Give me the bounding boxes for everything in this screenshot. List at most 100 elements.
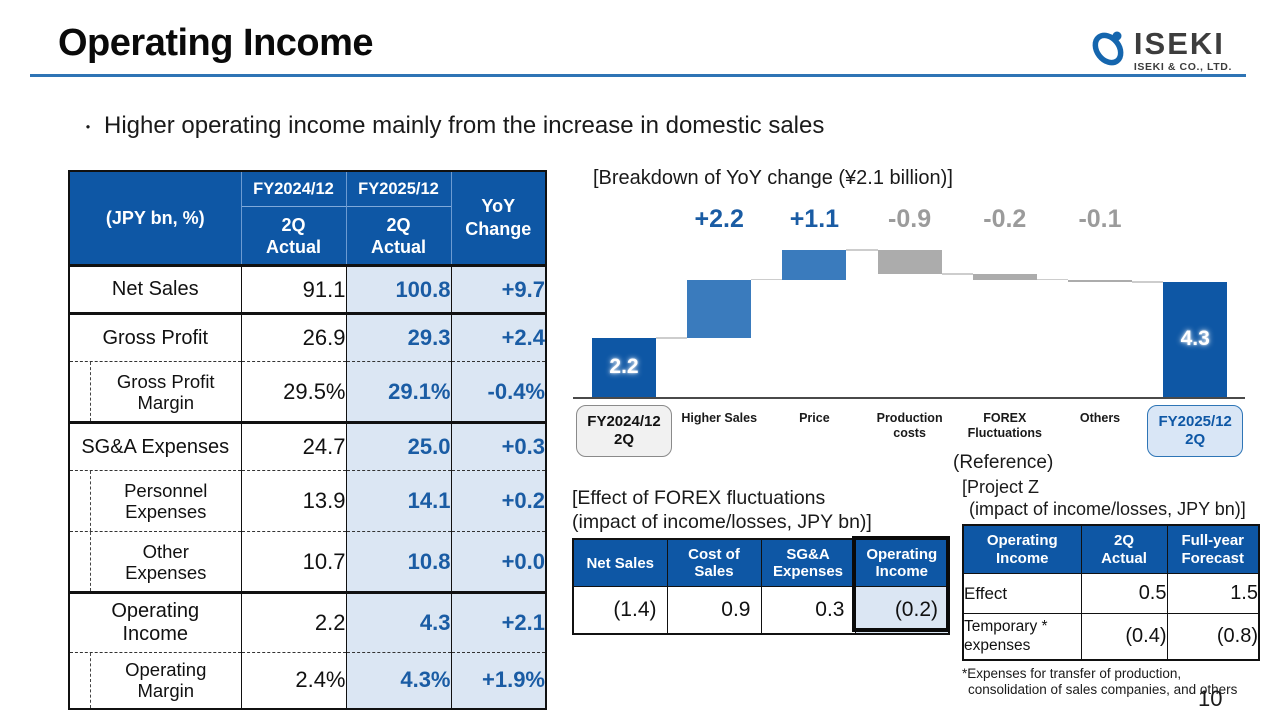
waterfall-connector	[751, 278, 783, 281]
project-z-title-line2: (impact of income/losses, JPY bn)]	[969, 499, 1246, 519]
company-logo: ISEKI ISEKI & CO., LTD.	[1088, 28, 1232, 73]
row-label-cell: Personnel Expenses	[69, 470, 241, 532]
yoy-value: +1.9%	[450, 652, 546, 709]
forex-column-header: Operating Income	[854, 538, 950, 587]
project-z-header-row: Operating Income 2Q Actual Full-year Forec…	[962, 524, 1260, 574]
waterfall-bar	[687, 279, 752, 339]
waterfall-category-label: Production costs	[876, 411, 943, 440]
yoy-value: +0.0	[450, 531, 546, 593]
fy2024-value: 2.4%	[240, 652, 346, 709]
waterfall-delta-label: +1.1	[789, 205, 840, 233]
fy2024-value: 91.1	[240, 265, 346, 314]
row-label-cell: Other Expenses	[69, 531, 241, 593]
pl-table-row: Personnel Expenses 13.9 14.1 +0.2	[69, 470, 546, 532]
forex-column-header: Cost of Sales	[666, 538, 762, 587]
forex-header-row: Net Sales Cost of Sales SG&A Expenses Opera…	[572, 538, 950, 587]
waterfall-category-label: Others	[1079, 411, 1121, 425]
project-z-column-header: 2Q Actual	[1080, 524, 1168, 574]
row-label: Operating Margin	[90, 653, 241, 708]
fy2024-sub-label: 2Q Actual	[265, 214, 321, 257]
project-z-q2-value: 0.5	[1080, 573, 1168, 614]
pl-table-row: Operating Income 2.2 4.3 +2.1	[69, 591, 546, 653]
iseki-swirl-icon	[1088, 28, 1128, 73]
yoy-value: +0.3	[450, 421, 546, 471]
key-message: ・ Higher operating income mainly from th…	[80, 112, 824, 140]
waterfall-category-label: Higher Sales	[681, 411, 758, 425]
fy2024-value: 24.7	[240, 421, 346, 471]
axis-box-fy2024: FY2024/12 2Q	[576, 405, 672, 457]
project-z-column-header: Full-year Forecast	[1166, 524, 1260, 574]
waterfall-connector	[656, 337, 688, 339]
pl-table-row: Operating Margin 2.4% 4.3% +1.9%	[69, 652, 546, 709]
forex-column-header: Net Sales	[572, 538, 668, 587]
fy2025-year-label: FY2025/12	[346, 172, 451, 207]
project-z-title-line1: [Project Z	[962, 477, 1040, 497]
footnote: *Expenses for transfer of production, co…	[962, 666, 1237, 698]
project-z-header-text: Operating Income	[986, 531, 1058, 567]
waterfall-delta-label: +2.2	[694, 205, 744, 233]
waterfall-bar	[1163, 282, 1228, 397]
row-label-cell: Gross Profit Margin	[69, 361, 241, 423]
project-z-body: Effect 0.5 1.5 Temporary * expenses (0.4) (0.…	[962, 573, 1260, 660]
footnote-line1: *Expenses for transfer of production,	[962, 666, 1182, 681]
waterfall-delta-label: -0.2	[983, 205, 1027, 233]
pl-table-header-row: (JPY bn, %) FY2024/12 2Q Actual FY2025/1…	[69, 171, 546, 266]
fy2024-value: 29.5%	[240, 361, 346, 423]
project-z-row: Effect 0.5 1.5	[962, 573, 1260, 614]
footnote-line2: consolidation of sales companies, and ot…	[968, 682, 1238, 697]
yoy-value: +2.1	[450, 591, 546, 653]
row-label-cell: Operating Income	[69, 591, 241, 653]
waterfall-bar	[1068, 279, 1132, 283]
fy2025-value: 29.3	[345, 312, 451, 362]
fy2025-value: 25.0	[345, 421, 451, 471]
pl-summary-table: (JPY bn, %) FY2024/12 2Q Actual FY2025/1…	[68, 170, 547, 710]
forex-value: 0.3	[760, 586, 856, 635]
row-label: SG&A Expenses	[81, 435, 230, 458]
project-z-q2-value: (0.4)	[1080, 613, 1168, 660]
row-label-cell: SG&A Expenses	[69, 421, 241, 471]
forex-header-text: SG&A Expenses	[772, 546, 844, 580]
waterfall-total-label: 2.2	[609, 354, 639, 378]
unit-label: (JPY bn, %)	[69, 171, 241, 266]
forex-effect-table: Net Sales Cost of Sales SG&A Expenses Opera…	[572, 538, 950, 635]
bullet-icon: ・	[80, 120, 97, 137]
project-z-table: Operating Income 2Q Actual Full-year Forec…	[962, 524, 1260, 661]
page-title: Operating Income	[58, 22, 374, 64]
project-z-row-label: Temporary * expenses	[962, 613, 1082, 660]
forex-value: (0.2)	[854, 586, 950, 635]
axis-box-fy2025: FY2025/12 2Q	[1147, 405, 1244, 457]
forex-header-text: Operating Income	[866, 546, 938, 580]
project-z-column-header: Operating Income	[962, 524, 1082, 574]
row-label: Operating Income	[111, 600, 200, 645]
col-header-yoy: YoY Change	[450, 171, 546, 266]
fy2024-value: 10.7	[240, 531, 346, 593]
yoy-value: +2.4	[450, 312, 546, 362]
waterfall-bar	[592, 338, 656, 397]
project-z-forecast-value: 1.5	[1166, 573, 1260, 614]
pl-table-row: Net Sales 91.1 100.8 +9.7	[69, 265, 546, 314]
logo-name: ISEKI	[1133, 26, 1225, 61]
project-z-header-text: Full-year Forecast	[1181, 531, 1245, 567]
forex-header-text: Net Sales	[586, 554, 655, 572]
row-label-cell: Net Sales	[69, 266, 241, 314]
waterfall-bar	[972, 274, 1037, 280]
logo-subtitle: ISEKI & CO., LTD.	[1133, 61, 1232, 73]
fy2025-value: 29.1%	[345, 361, 451, 423]
pl-table-row: SG&A Expenses 24.7 25.0 +0.3	[69, 421, 546, 471]
forex-value: (1.4)	[572, 586, 668, 635]
fy2025-value: 4.3%	[345, 652, 451, 709]
yoy-value: -0.4%	[450, 361, 546, 423]
waterfall-title: [Breakdown of YoY change (¥2.1 billion)]	[593, 167, 953, 189]
forex-value-row: (1.4) 0.9 0.3 (0.2)	[572, 586, 950, 635]
row-label: Gross Profit	[102, 326, 209, 349]
fy2024-value: 13.9	[240, 470, 346, 532]
fy2025-value: 14.1	[345, 470, 451, 532]
waterfall-axis-line	[573, 397, 1245, 399]
fy2025-sub-label: 2Q Actual	[370, 214, 426, 257]
yoy-value: +0.2	[450, 470, 546, 532]
waterfall-connector	[1132, 281, 1164, 283]
key-message-text: Higher operating income mainly from the …	[104, 112, 825, 139]
waterfall-bar	[782, 250, 847, 280]
pl-table-row: Other Expenses 10.7 10.8 +0.0	[69, 531, 546, 593]
project-z-row-label: Effect	[962, 573, 1082, 614]
